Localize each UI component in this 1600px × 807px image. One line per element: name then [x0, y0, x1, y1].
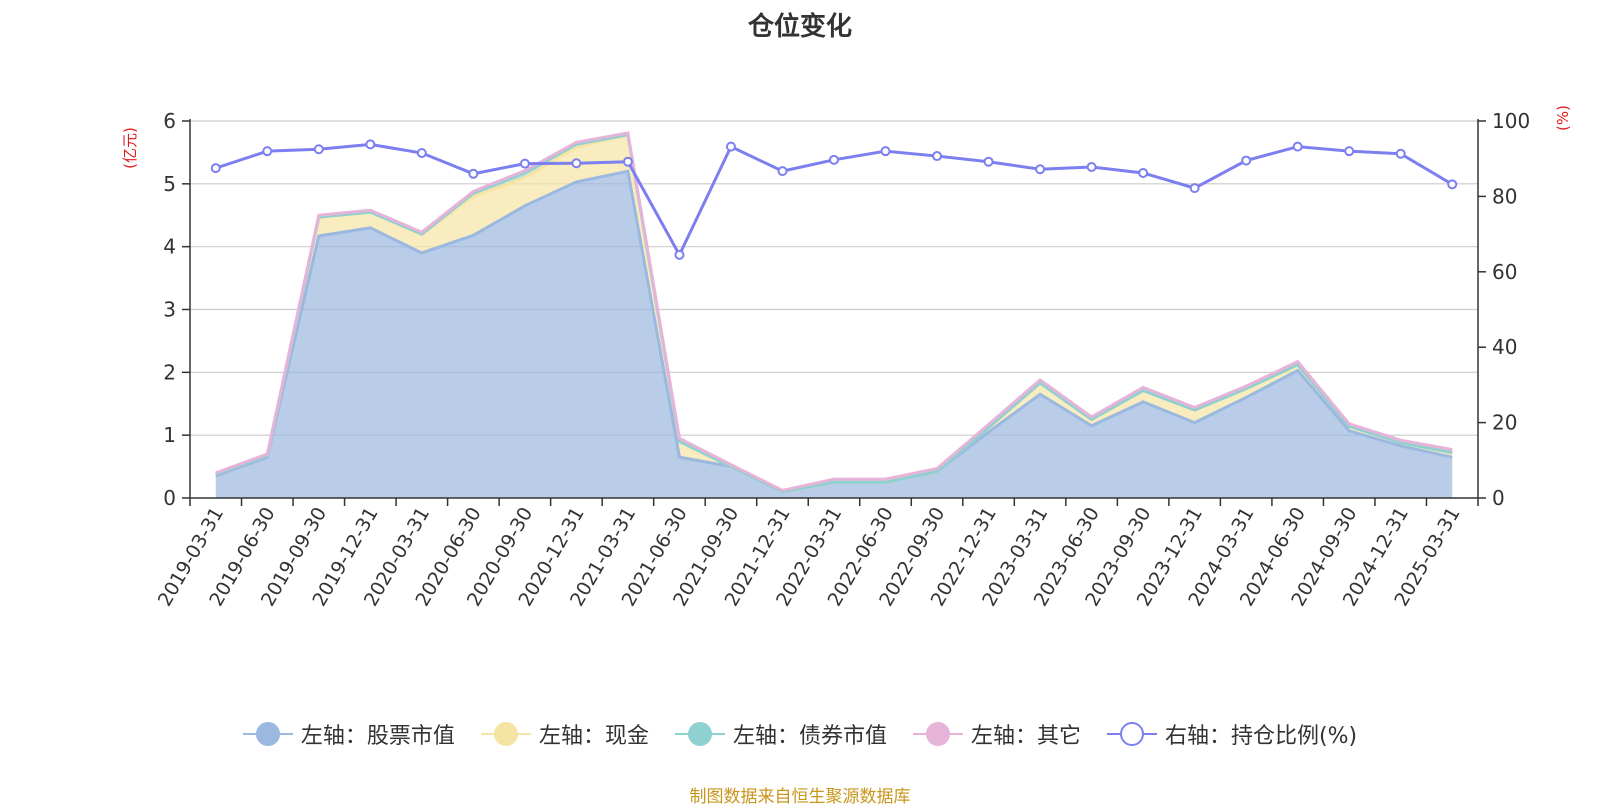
area-0: [215, 171, 1453, 498]
ratio-point: [1447, 179, 1458, 190]
ratio-point: [777, 166, 788, 177]
ratio-point: [468, 168, 479, 179]
ratio-point: [932, 151, 943, 162]
legend-swatch: [912, 721, 963, 747]
legend-label: 左轴：其它: [970, 724, 1081, 749]
legend-item[interactable]: 左轴：其它: [912, 718, 1081, 750]
ratio-point: [1189, 183, 1200, 194]
ratio-point: [262, 146, 273, 157]
ratio-point: [571, 158, 582, 169]
left-axis-unit: (亿元): [121, 127, 139, 169]
ratio-point: [622, 156, 633, 167]
ratio-point: [210, 163, 221, 174]
legend-item[interactable]: 右轴：持仓比例(%): [1106, 718, 1358, 750]
legend-swatch-dot: [493, 722, 518, 746]
ratio-point: [1035, 164, 1046, 175]
legend-swatch-dot: [255, 722, 280, 746]
legend-swatch: [242, 721, 293, 747]
left-tick-label: 1: [163, 423, 176, 447]
legend-label: 左轴：股票市值: [300, 724, 455, 749]
legend-swatch: [674, 721, 725, 747]
legend-label: 左轴：现金: [538, 724, 649, 749]
right-tick-label: 40: [1492, 335, 1517, 359]
chart-title: 仓位变化: [747, 12, 852, 42]
legend-swatch-dot: [925, 722, 950, 746]
ratio-point: [880, 146, 891, 157]
ratio-point: [725, 141, 736, 152]
right-tick-label: 60: [1492, 260, 1517, 284]
ratio-point: [365, 139, 376, 150]
legend-label: 左轴：债券市值: [732, 724, 887, 749]
chart-canvas: 01234560204060801002019-03-312019-06-302…: [121, 105, 1572, 610]
area-outline-2: [215, 133, 1453, 494]
ratio-point: [1086, 161, 1097, 172]
legend: 左轴：股票市值 左轴：现金 左轴：债券市值 左轴：其它 右轴：持仓比例(%): [0, 718, 1600, 750]
left-tick-label: 6: [163, 109, 176, 133]
right-tick-label: 100: [1492, 109, 1530, 133]
legend-label: 右轴：持仓比例(%): [1164, 724, 1358, 749]
legend-swatch: [1106, 721, 1157, 747]
ratio-point: [1292, 141, 1303, 152]
right-tick-label: 80: [1492, 184, 1517, 208]
ratio-point: [829, 154, 839, 165]
legend-item[interactable]: 左轴：股票市值: [242, 718, 455, 750]
left-tick-label: 4: [163, 235, 176, 259]
ratio-point: [1395, 148, 1406, 159]
stacked-areas: [215, 131, 1453, 498]
ratio-point: [519, 158, 530, 169]
left-tick-label: 0: [163, 486, 176, 510]
ratio-point: [1241, 155, 1252, 166]
ratio-point: [1344, 146, 1355, 157]
ratio-point: [1138, 168, 1149, 179]
left-tick-label: 5: [163, 172, 176, 196]
left-tick-label: 2: [163, 360, 176, 384]
ratio-point: [983, 156, 994, 167]
right-axis-unit: (%): [1554, 105, 1572, 131]
ratio-point: [416, 148, 427, 159]
left-tick-label: 3: [163, 298, 176, 322]
legend-swatch-dot: [1119, 722, 1144, 746]
ratio-point: [313, 144, 324, 155]
legend-item[interactable]: 左轴：债券市值: [674, 718, 887, 750]
right-tick-label: 20: [1492, 411, 1517, 435]
ratio-point: [674, 249, 685, 260]
ratio-line: [210, 139, 1458, 260]
right-tick-label: 0: [1492, 486, 1505, 510]
legend-swatch-dot: [687, 722, 712, 746]
area-outline-3: [215, 131, 1453, 493]
legend-swatch: [480, 721, 531, 747]
legend-item[interactable]: 左轴：现金: [480, 718, 649, 750]
source-note: 制图数据来自恒生聚源数据库: [689, 787, 911, 807]
